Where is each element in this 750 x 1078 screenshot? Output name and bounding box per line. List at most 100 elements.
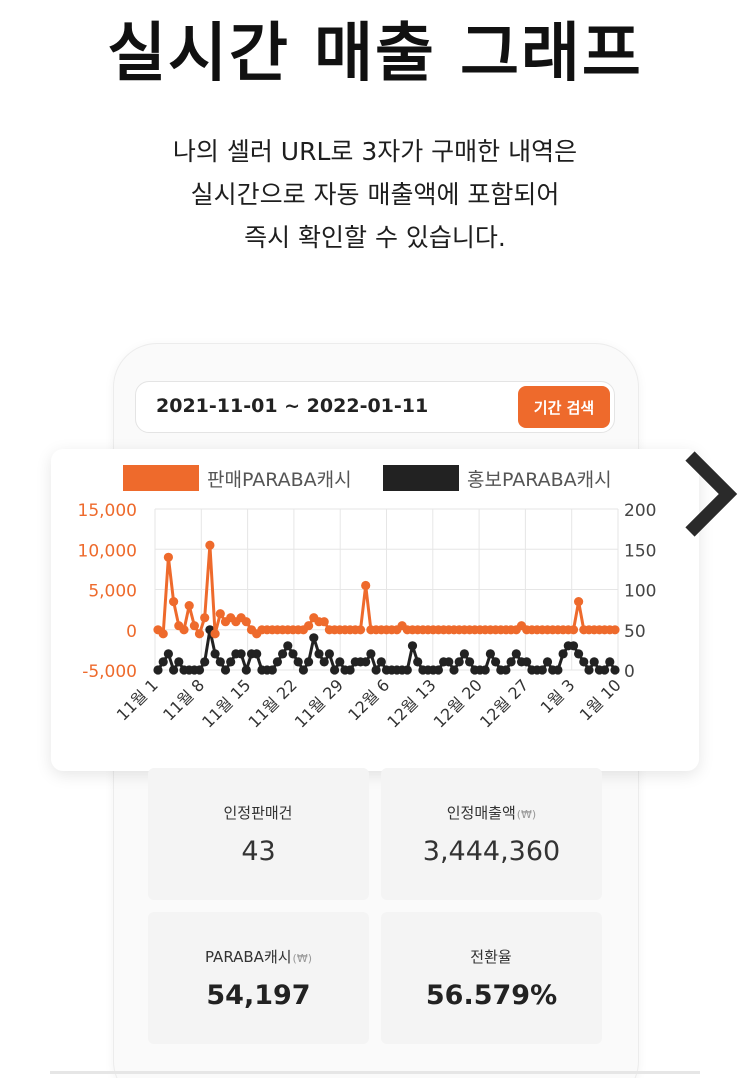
data-point-promo [454, 657, 464, 667]
data-point-promo [272, 657, 282, 667]
data-point-sales [215, 609, 225, 619]
data-point-promo [267, 665, 277, 675]
data-point-promo [480, 665, 490, 675]
y-left-tick-label: 0 [126, 622, 137, 642]
y-left-tick-label: 15,000 [78, 501, 137, 521]
x-tick-label: 1월 3 [537, 675, 579, 717]
data-point-sales [210, 629, 220, 639]
legend-swatch-promo [383, 465, 459, 491]
stat-label-text: PARABA캐시 [204, 948, 292, 966]
y-left-tick-label: -5,000 [82, 662, 137, 682]
data-point-promo [314, 649, 324, 659]
data-point-promo [610, 665, 620, 675]
next-arrow-button[interactable] [680, 448, 738, 540]
stat-value: 56.579% [425, 980, 558, 1011]
data-point-promo [241, 665, 251, 675]
stat-paraba-cash: PARABA캐시(₩) 54,197 [148, 912, 369, 1044]
y-right-tick-label: 100 [624, 582, 656, 602]
data-point-sales [574, 597, 584, 607]
data-point-promo [600, 665, 610, 675]
data-point-sales [304, 621, 314, 631]
data-point-promo [220, 665, 231, 675]
stat-label-text: 인정매출액 [446, 804, 516, 822]
subtitle-line: 즉시 확인할 수 있습니다. [244, 223, 506, 252]
data-point-sales [189, 621, 199, 631]
data-point-sales [355, 625, 366, 635]
stat-label-text: 인정판매건 [223, 804, 293, 822]
subtitle-line: 나의 셀러 URL로 3자가 구매한 내역은 [172, 137, 578, 166]
data-point-promo [163, 649, 173, 659]
data-point-promo [459, 649, 469, 659]
divider [50, 1071, 700, 1074]
subtitle-line: 실시간으로 자동 매출액에 포함되어 [190, 180, 560, 209]
data-point-promo [330, 665, 340, 675]
x-tick-label: 12월 27 [476, 675, 532, 731]
data-point-promo [298, 665, 308, 675]
data-point-promo [215, 657, 225, 667]
data-point-promo [465, 657, 475, 667]
y-left-tick-label: 5,000 [88, 582, 137, 602]
x-tick-label: 11월 22 [244, 675, 300, 731]
data-point-promo [361, 657, 371, 667]
data-point-sales [319, 617, 329, 627]
data-point-promo [376, 657, 386, 667]
data-point-promo [558, 649, 568, 659]
data-point-sales [205, 540, 215, 550]
data-point-promo [293, 657, 303, 667]
data-point-promo [335, 657, 345, 667]
date-range-text[interactable]: 2021-11-01 ~ 2022-01-11 [156, 395, 429, 417]
data-point-sales [169, 597, 179, 607]
date-range-filter: 2021-11-01 ~ 2022-01-11 기간 검색 [135, 381, 615, 433]
data-point-promo [413, 657, 423, 667]
x-tick-label: 11월 1 [113, 675, 162, 724]
data-point-sales [158, 629, 168, 639]
data-point-promo [153, 665, 163, 675]
data-point-sales [184, 601, 194, 611]
x-tick-label: 11월 15 [198, 675, 254, 731]
sales-chart-card: 판매PARABA캐시 홍보PARABA캐시 15,000 200 10,000 150 5,… [51, 449, 699, 771]
page-title: 실시간 매출 그래프 [107, 17, 643, 91]
stat-unit: (₩) [292, 952, 313, 965]
chevron-right-icon [685, 451, 738, 537]
data-point-promo [158, 657, 168, 667]
data-point-sales [194, 629, 205, 639]
data-point-sales [200, 613, 210, 623]
data-point-promo [236, 649, 246, 659]
x-tick-label: 1월 10 [576, 675, 625, 724]
data-point-promo [371, 665, 381, 675]
data-point-promo [345, 665, 355, 675]
data-point-promo [194, 665, 205, 675]
data-point-promo [210, 649, 220, 659]
data-point-sales [610, 625, 620, 635]
data-point-promo [252, 649, 262, 659]
data-point-promo [226, 657, 236, 667]
data-point-sales [163, 552, 173, 562]
data-point-promo [366, 649, 376, 659]
y-right-tick-label: 150 [624, 541, 656, 561]
data-point-promo [174, 657, 184, 667]
legend-label-sales: 판매PARABA캐시 [207, 469, 352, 491]
data-point-promo [568, 641, 579, 651]
y-right-tick-label: 0 [624, 662, 635, 682]
y-left-tick-label: 10,000 [78, 541, 137, 561]
data-point-promo [537, 665, 547, 675]
page-subtitle: 나의 셀러 URL로 3자가 구매한 내역은 실시간으로 자동 매출액에 포함되… [0, 130, 750, 259]
data-point-promo [278, 649, 288, 659]
data-point-promo [491, 657, 501, 667]
data-point-promo [511, 649, 521, 659]
data-point-promo [584, 665, 594, 675]
data-point-promo [553, 665, 563, 675]
stat-value: 43 [241, 836, 276, 867]
stat-conversion-rate: 전환율 56.579% [381, 912, 602, 1044]
data-point-promo [444, 657, 454, 667]
period-search-button[interactable]: 기간 검색 [518, 386, 610, 428]
data-point-sales [568, 625, 579, 635]
data-point-promo [402, 665, 412, 675]
data-point-promo [433, 665, 443, 675]
data-point-promo [506, 657, 516, 667]
x-tick-label: 11월 29 [291, 675, 347, 731]
data-point-promo [283, 641, 293, 651]
y-right-tick-label: 50 [624, 622, 646, 642]
stat-value: 3,444,360 [422, 836, 561, 867]
